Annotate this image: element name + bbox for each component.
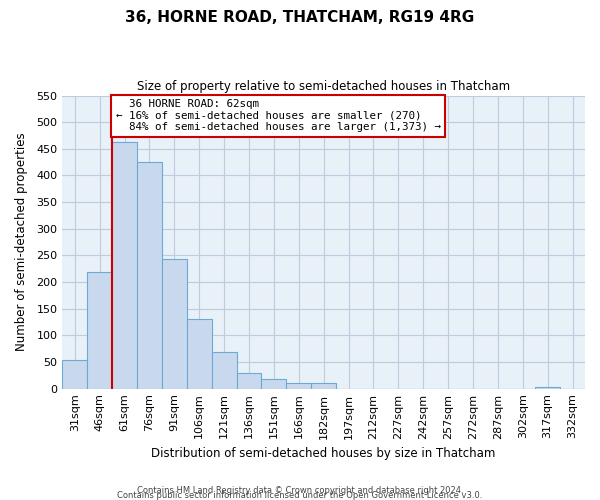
Title: Size of property relative to semi-detached houses in Thatcham: Size of property relative to semi-detach… bbox=[137, 80, 510, 93]
Bar bbox=[262, 379, 286, 388]
Bar bbox=[236, 372, 262, 388]
Y-axis label: Number of semi-detached properties: Number of semi-detached properties bbox=[15, 133, 28, 352]
Text: 36 HORNE ROAD: 62sqm
← 16% of semi-detached houses are smaller (270)
  84% of se: 36 HORNE ROAD: 62sqm ← 16% of semi-detac… bbox=[116, 100, 441, 132]
Bar bbox=[286, 384, 311, 388]
Bar bbox=[87, 272, 112, 388]
Bar bbox=[112, 142, 137, 388]
Text: 36, HORNE ROAD, THATCHAM, RG19 4RG: 36, HORNE ROAD, THATCHAM, RG19 4RG bbox=[125, 10, 475, 25]
Bar bbox=[535, 387, 560, 388]
Bar bbox=[311, 383, 336, 388]
Bar bbox=[137, 162, 162, 388]
Text: Contains HM Land Registry data © Crown copyright and database right 2024.: Contains HM Land Registry data © Crown c… bbox=[137, 486, 463, 495]
Bar bbox=[212, 352, 236, 389]
Text: Contains public sector information licensed under the Open Government Licence v3: Contains public sector information licen… bbox=[118, 491, 482, 500]
X-axis label: Distribution of semi-detached houses by size in Thatcham: Distribution of semi-detached houses by … bbox=[151, 447, 496, 460]
Bar bbox=[62, 360, 87, 388]
Bar bbox=[162, 259, 187, 388]
Bar bbox=[187, 320, 212, 388]
